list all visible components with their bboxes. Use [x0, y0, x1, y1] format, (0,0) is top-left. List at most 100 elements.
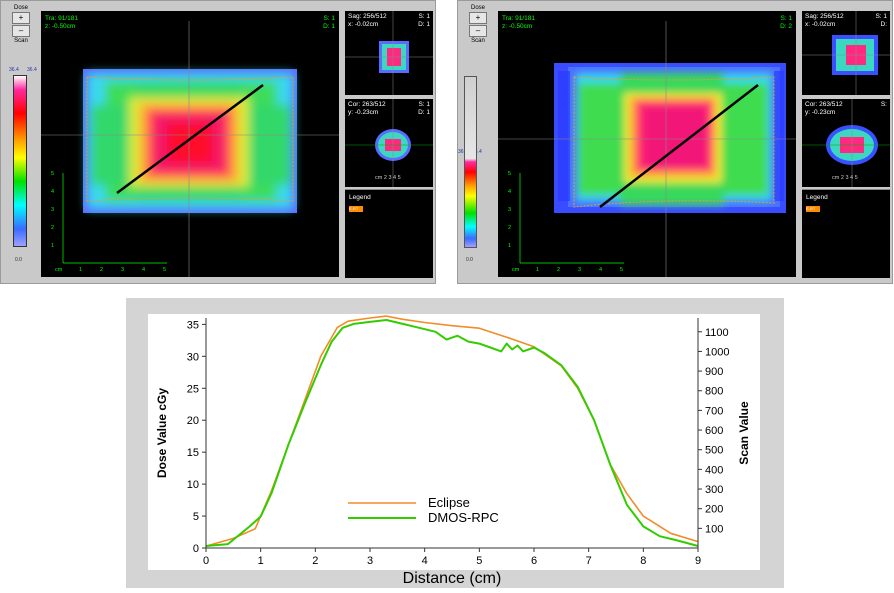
sagittal-dose-map — [802, 11, 890, 95]
y2-tick-label: 700 — [705, 405, 723, 417]
legend-panel: Legend E-RT — [345, 189, 433, 278]
coronal-s: S: 1 — [418, 101, 430, 108]
colorbar-min: 0.0 — [15, 257, 22, 263]
vscale-tick: 5 — [508, 171, 512, 177]
hscale-tick: 5 — [620, 267, 624, 273]
hscale-tick: 1 — [79, 267, 83, 273]
vscale-tick: 2 — [51, 225, 55, 231]
side-controls: Dose + – Scan — [460, 5, 496, 275]
x-tick-label: 7 — [586, 555, 592, 567]
y2-tick-label: 100 — [705, 523, 723, 535]
sagittal-title: Sag: 256/512 — [348, 13, 387, 20]
sagittal-s: S: 1 — [418, 13, 430, 20]
colorbar-max: 36.4 — [9, 67, 19, 73]
y-tick-label: 15 — [187, 447, 199, 459]
dose-decrease-button[interactable]: – — [12, 25, 30, 37]
sagittal-s: S: 1 — [875, 13, 887, 20]
vscale-tick: 3 — [51, 207, 55, 213]
y2-tick-label: 600 — [705, 425, 723, 437]
coronal-s: S: — [880, 101, 887, 108]
x-tick-label: 4 — [422, 555, 428, 567]
legend-label-dmos: DMOS-RPC — [428, 510, 499, 525]
sagittal-d: D: — [880, 21, 888, 28]
x-tick-label: 8 — [640, 555, 646, 567]
coronal-coord: y: -0.23cm — [805, 109, 836, 116]
vscale-tick: 5 — [51, 171, 55, 177]
hscale-tick: 5 — [163, 267, 167, 273]
x-axis-title: Distance (cm) — [403, 570, 502, 587]
hscale-tick: 2 — [557, 267, 561, 273]
sagittal-coord: x: -0.02cm — [805, 21, 836, 28]
transverse-view[interactable]: Tra: 91/181 z: -0.50cm S: 1 D: 2 5 4 3 2… — [498, 11, 796, 277]
coronal-view[interactable]: Cor: 263/512 y: -0.23cm S: cm 2 3 4 5 — [802, 99, 890, 187]
dose-increase-button[interactable]: + — [469, 12, 487, 24]
coronal-scale: cm 2 3 4 5 — [375, 175, 401, 181]
y-tick-label: 25 — [187, 383, 199, 395]
x-tick-label: 3 — [367, 555, 373, 567]
y2-tick-label: 900 — [705, 366, 723, 378]
transverse-view[interactable]: Tra: 91/181 z: -0.50cm S: 1 D: 1 5 4 3 2… — [41, 11, 339, 277]
legend-panel: Legend E-RT — [802, 189, 890, 278]
hscale-tick: 2 — [100, 267, 104, 273]
transverse-d: D: 2 — [780, 23, 792, 30]
coronal-title: Cor: 263/512 — [805, 101, 843, 108]
sagittal-view[interactable]: Sag: 256/512 x: -0.02cm S: 1 D: — [802, 11, 890, 95]
legend-chip[interactable]: E-RT — [349, 206, 363, 212]
x-tick-label: 6 — [531, 555, 537, 567]
coronal-d: D: 1 — [418, 109, 430, 116]
y-tick-label: 10 — [187, 479, 199, 491]
hscale-tick: 3 — [578, 267, 582, 273]
colorbar-min: 0.0 — [466, 257, 473, 263]
vscale-tick: 4 — [508, 189, 512, 195]
sagittal-dose-map — [345, 11, 433, 95]
legend-chip[interactable]: E-RT — [806, 206, 820, 212]
y2-tick-label: 500 — [705, 445, 723, 457]
x-tick-label: 5 — [476, 555, 482, 567]
coronal-title: Cor: 263/512 — [348, 101, 386, 108]
legend-label-eclipse: Eclipse — [428, 495, 470, 510]
legend-title: Legend — [806, 194, 828, 201]
dose-label: Dose — [470, 5, 485, 11]
y2-tick-label: 800 — [705, 386, 723, 398]
hscale-tick: 1 — [536, 267, 540, 273]
x-tick-label: 1 — [258, 555, 264, 567]
x-tick-label: 2 — [312, 555, 318, 567]
x-tick-label: 9 — [695, 555, 701, 567]
hscale-tick: 3 — [121, 267, 125, 273]
vscale-tick: 3 — [508, 207, 512, 213]
y2-tick-label: 200 — [705, 504, 723, 516]
dose-decrease-button[interactable]: – — [469, 25, 487, 37]
transverse-d: D: 1 — [323, 23, 335, 30]
hscale-tick: 4 — [142, 267, 146, 273]
dose-viewer-left: Dose + – Scan 36.4 36.4 0.0 — [0, 0, 436, 284]
dose-colorbar[interactable] — [13, 75, 27, 247]
y-tick-label: 0 — [193, 543, 199, 555]
transverse-coord: z: -0.50cm — [502, 23, 533, 30]
x-tick-label: 0 — [203, 555, 209, 567]
transverse-dose-map — [498, 21, 796, 277]
scan-label: Scan — [14, 38, 28, 44]
legend-title: Legend — [349, 194, 371, 201]
hscale-tick: cm — [512, 267, 520, 273]
dose-increase-button[interactable]: + — [12, 12, 30, 24]
y2-tick-label: 400 — [705, 464, 723, 476]
sagittal-title: Sag: 256/512 — [805, 13, 844, 20]
profile-line — [116, 83, 264, 195]
y2-tick-label: 1000 — [705, 346, 729, 358]
sagittal-d: D: 1 — [418, 21, 430, 28]
y-tick-label: 20 — [187, 415, 199, 427]
coronal-view[interactable]: Cor: 263/512 y: -0.23cm S: 1 D: 1 cm 2 3… — [345, 99, 433, 187]
series-line-dmos-rpc — [205, 319, 699, 547]
profile-chart: 0 5 10 15 20 25 30 35 100 200 300 400 500 600 700 800 9… — [126, 298, 784, 588]
transverse-s: S: 1 — [323, 15, 335, 22]
coronal-scale: cm 2 3 4 5 — [832, 175, 858, 181]
colorbar-max-2: 36.4 — [27, 67, 37, 73]
y-tick-label: 30 — [187, 351, 199, 363]
dose-colorbar[interactable] — [464, 76, 477, 248]
y-tick-label: 35 — [187, 319, 199, 331]
vscale-tick: 2 — [508, 225, 512, 231]
vscale-tick: 4 — [51, 189, 55, 195]
sagittal-view[interactable]: Sag: 256/512 x: -0.02cm S: 1 D: 1 — [345, 11, 433, 95]
y2-tick-label: 1100 — [705, 327, 729, 339]
transverse-title: Tra: 91/181 — [502, 15, 536, 22]
